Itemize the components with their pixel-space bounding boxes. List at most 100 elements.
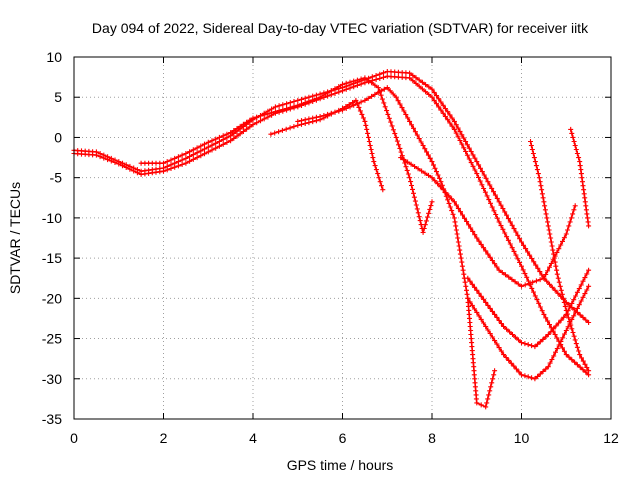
data-point — [462, 215, 467, 221]
data-point — [379, 183, 384, 189]
data-point — [317, 94, 323, 100]
data-point — [525, 249, 531, 255]
data-point — [194, 155, 200, 161]
data-point — [577, 312, 583, 318]
data-point — [261, 112, 267, 118]
data-point — [459, 263, 465, 269]
data-point — [440, 110, 446, 116]
data-point — [478, 316, 484, 322]
data-point — [470, 163, 476, 169]
data-point — [460, 212, 465, 218]
data-point — [559, 291, 565, 297]
data-point — [336, 107, 342, 113]
data-point — [532, 293, 538, 299]
data-point — [306, 120, 312, 126]
data-point — [436, 96, 442, 102]
data-point — [554, 271, 560, 277]
data-point — [97, 154, 103, 160]
data-point — [434, 101, 439, 107]
data-point — [472, 306, 477, 312]
data-point — [429, 86, 435, 92]
data-point — [457, 128, 463, 134]
data-point — [372, 82, 378, 88]
data-point — [504, 326, 510, 332]
data-point — [369, 151, 375, 156]
data-point — [584, 365, 590, 370]
data-point — [511, 363, 517, 369]
data-point — [413, 75, 419, 81]
data-point — [466, 222, 472, 228]
y-tick-label: -15 — [42, 250, 62, 266]
data-point — [291, 99, 297, 104]
data-point — [403, 112, 409, 117]
data-point — [310, 119, 316, 125]
data-point — [571, 313, 577, 319]
data-point — [517, 260, 523, 265]
data-point — [237, 123, 243, 129]
data-point — [453, 223, 459, 229]
data-point — [295, 122, 301, 128]
data-point — [577, 163, 583, 169]
data-point — [231, 128, 237, 133]
data-point — [569, 357, 575, 363]
data-point — [567, 219, 573, 225]
data-point — [572, 203, 578, 209]
data-point — [571, 207, 577, 213]
data-point — [470, 228, 476, 234]
data-point — [553, 323, 559, 329]
data-point — [507, 219, 513, 225]
data-point — [577, 364, 583, 370]
data-point — [474, 159, 480, 165]
data-point — [513, 252, 519, 258]
data-point — [573, 147, 579, 152]
data-point — [442, 106, 448, 111]
data-point — [101, 155, 107, 161]
data-point — [464, 287, 469, 293]
data-point — [343, 80, 349, 86]
data-point — [478, 241, 484, 247]
data-point — [538, 183, 544, 189]
data-point — [509, 245, 515, 251]
data-point — [536, 175, 542, 181]
data-point — [134, 170, 140, 176]
data-point — [489, 308, 495, 314]
data-point — [390, 127, 396, 133]
data-point — [537, 179, 543, 185]
data-point — [485, 179, 491, 185]
data-point — [489, 185, 495, 191]
data-point — [440, 187, 446, 193]
data-point — [268, 131, 274, 137]
data-point — [340, 106, 345, 111]
data-point — [457, 251, 463, 257]
data-point — [487, 182, 493, 188]
data-point — [336, 89, 342, 95]
data-point — [505, 237, 511, 243]
data-point — [537, 277, 543, 283]
data-point — [586, 223, 592, 229]
data-point — [528, 139, 533, 144]
data-point — [426, 92, 432, 97]
data-point — [481, 172, 487, 178]
data-point — [454, 231, 460, 237]
series-trace — [73, 70, 590, 324]
data-point — [175, 163, 181, 169]
data-point — [582, 275, 588, 281]
data-point — [358, 99, 364, 105]
data-point — [321, 92, 327, 98]
data-point — [530, 151, 536, 156]
data-point — [332, 91, 338, 96]
data-point — [547, 264, 552, 270]
data-point — [483, 324, 489, 329]
data-point — [582, 291, 588, 297]
data-point — [409, 122, 414, 128]
data-point — [407, 70, 413, 76]
data-point — [205, 144, 211, 150]
data-point — [544, 215, 550, 221]
data-point — [563, 307, 569, 313]
data-point — [187, 158, 193, 164]
data-point — [411, 190, 416, 196]
data-point — [358, 81, 364, 87]
data-point — [534, 297, 540, 303]
data-point — [425, 214, 430, 220]
data-point — [416, 77, 422, 83]
